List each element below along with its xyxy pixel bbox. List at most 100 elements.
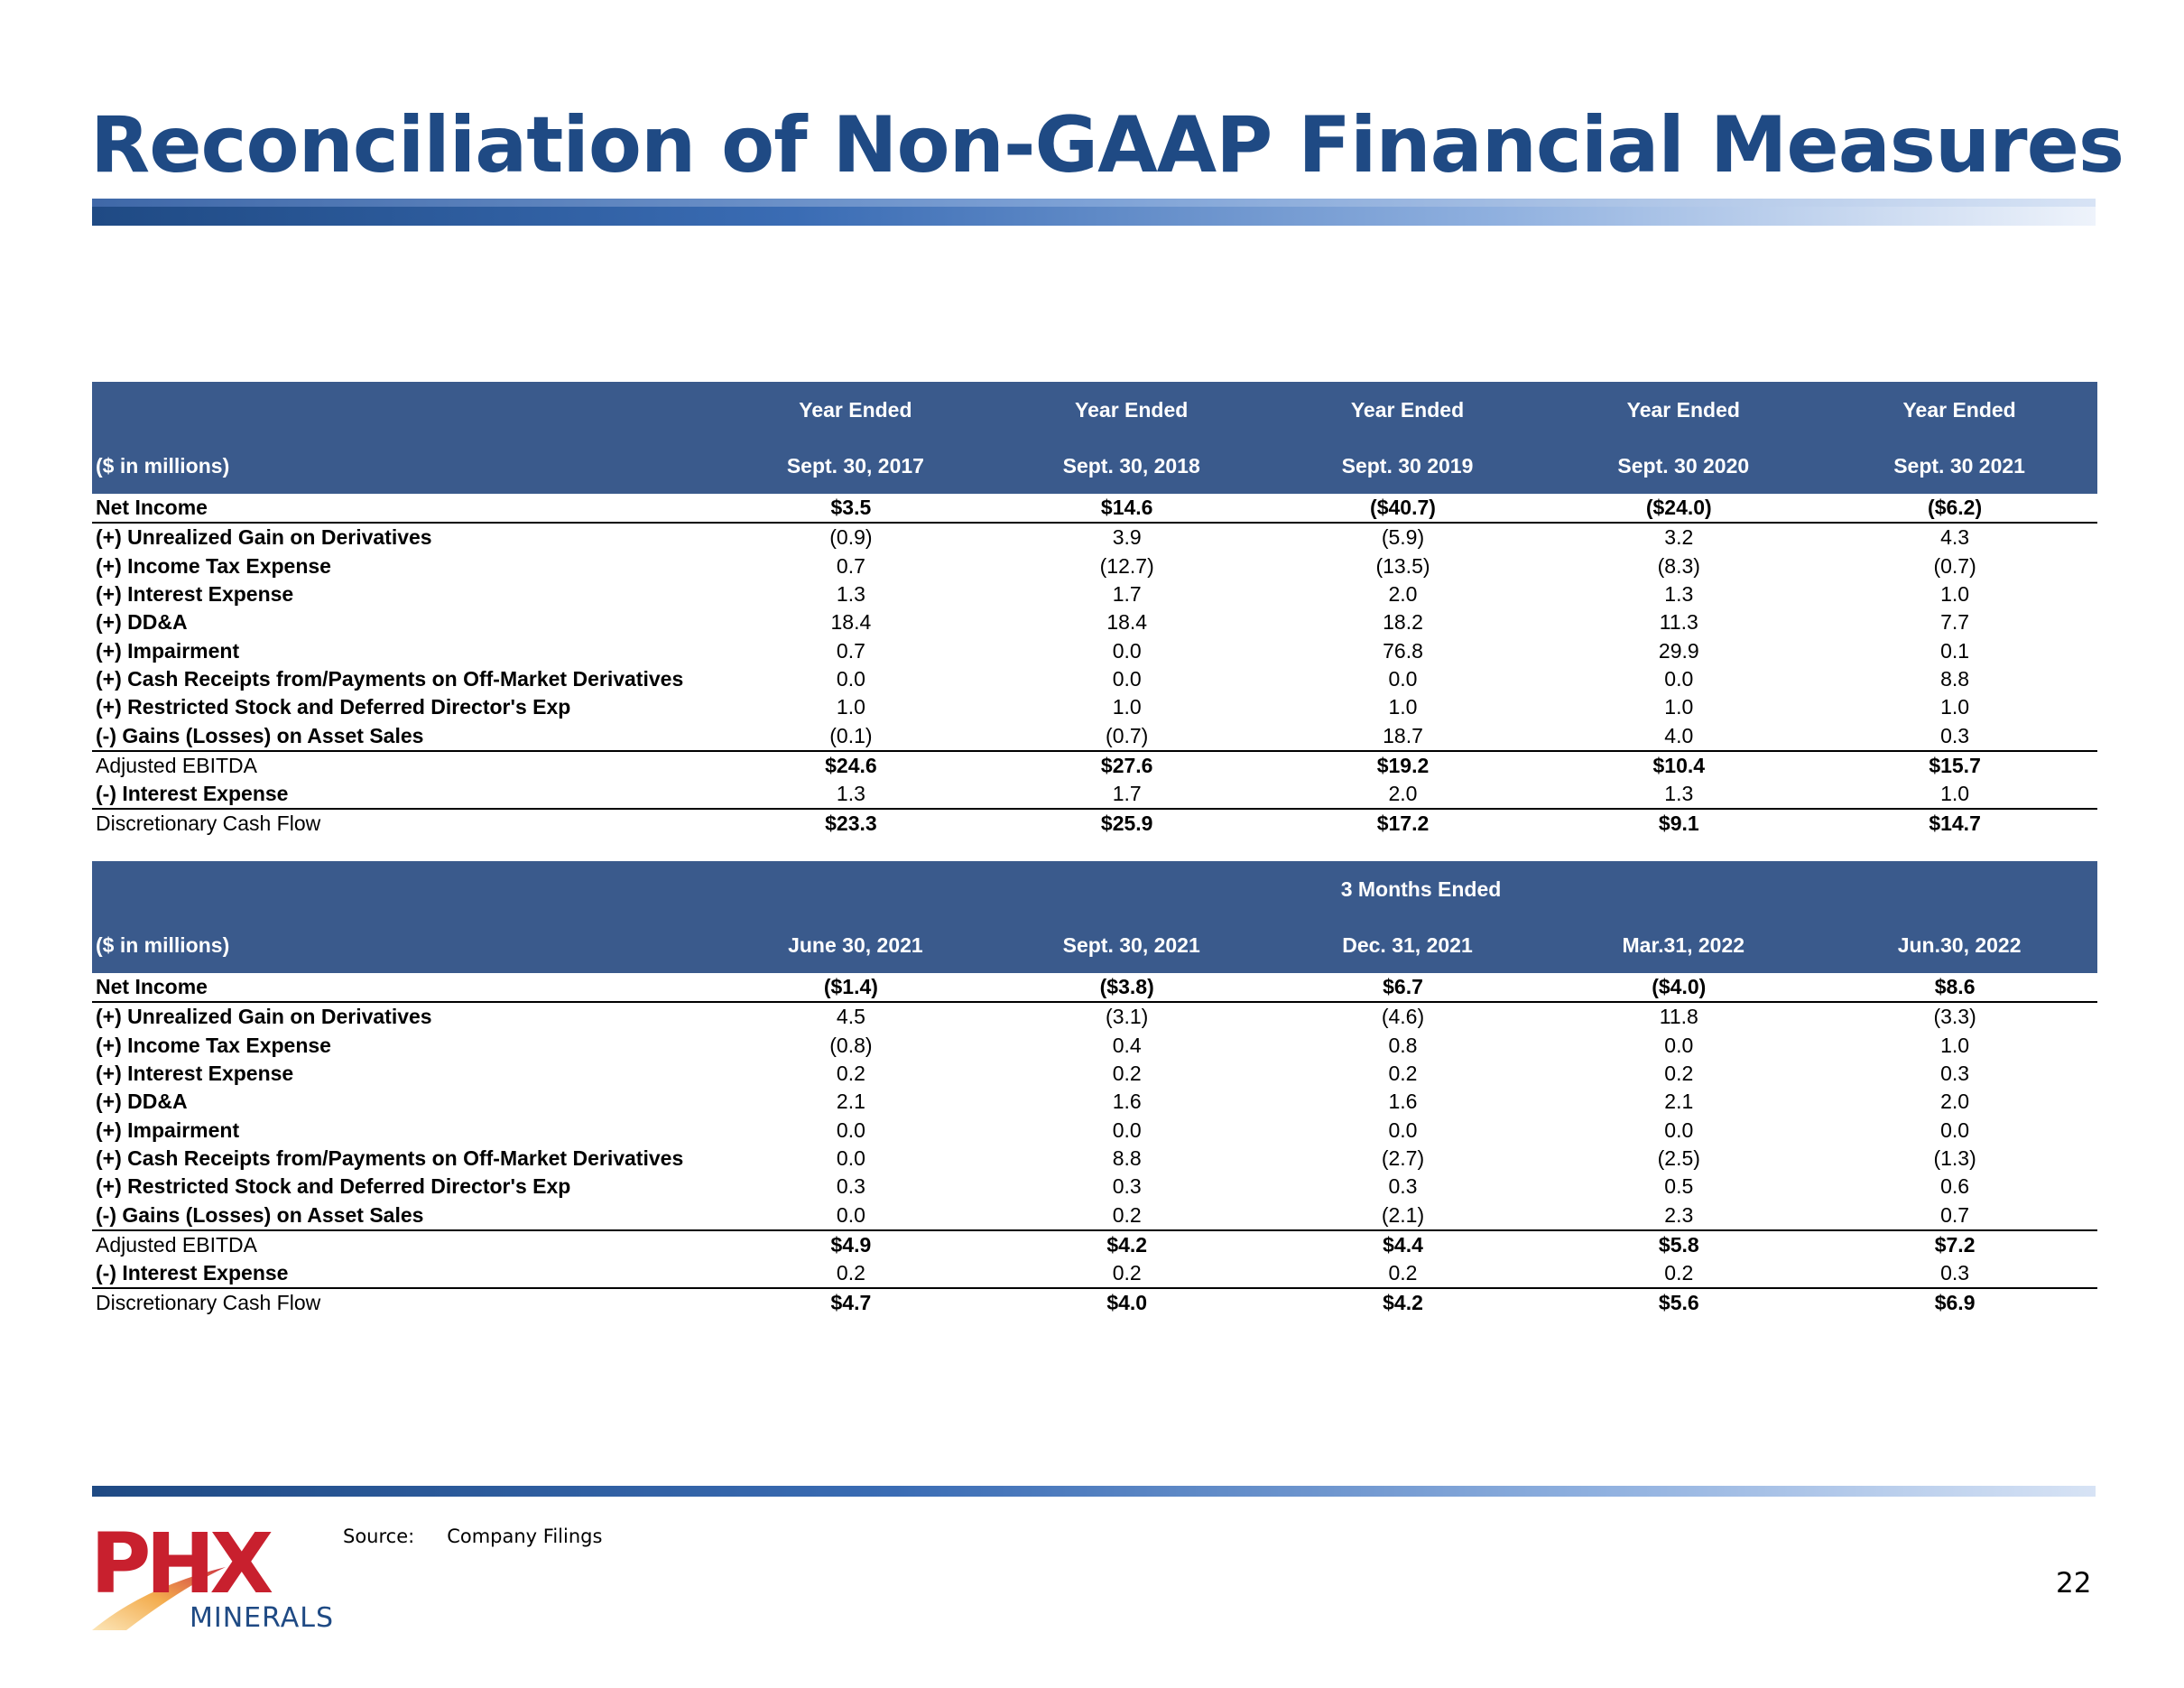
row-value: 0.2: [1664, 1062, 1694, 1086]
table-row: (+) Impairment 0.7 0.0 76.8 29.9 0.1: [92, 636, 2097, 664]
row-value: 1.0: [1388, 695, 1418, 719]
row-value: 0.0: [1112, 666, 1142, 691]
annual-reconciliation-table: Year Ended Year Ended Year Ended Year En…: [92, 382, 2097, 839]
row-value: 0.0: [836, 1118, 865, 1142]
row-value: 1.0: [1940, 582, 1970, 607]
row-label: (+) Unrealized Gain on Derivatives: [96, 525, 432, 550]
row-label: (+) DD&A: [96, 1090, 188, 1114]
row-label: (+) Restricted Stock and Deferred Direct…: [96, 695, 571, 719]
table-row: (+) Restricted Stock and Deferred Direct…: [92, 1173, 2097, 1201]
row-label: (+) Impairment: [96, 1118, 240, 1142]
row-value: ($4.0): [1545, 973, 1822, 1004]
unit-label: ($ in millions): [92, 917, 717, 973]
row-value: $3.5: [717, 494, 994, 524]
row-value: 1.3: [1664, 582, 1694, 607]
quarterly-reconciliation-table: 3 Months Ended ($ in millions) June 30, …: [92, 861, 2098, 1318]
row-label: (+) Restricted Stock and Deferred Direct…: [96, 1174, 571, 1199]
row-value: $19.2: [1269, 749, 1546, 780]
table-row: Discretionary Cash Flow $23.3 $25.9 $17.2 $9…: [92, 808, 2097, 839]
row-value: $6.9: [1821, 1287, 2098, 1318]
row-value: ($24.0): [1545, 494, 1822, 524]
row-value: 0.0: [836, 666, 865, 691]
row-value: 0.3: [836, 1174, 865, 1199]
row-value: 1.3: [836, 582, 865, 607]
row-value: 0.2: [836, 1062, 865, 1086]
row-value: $5.6: [1545, 1287, 1822, 1318]
column-header-date: Jun.30, 2022: [1821, 917, 2098, 973]
row-value: 7.7: [1940, 610, 1970, 635]
row-value: $24.6: [717, 749, 994, 780]
row-label: (+) Unrealized Gain on Derivatives: [96, 1005, 432, 1029]
row-value: $9.1: [1545, 808, 1822, 839]
row-value: 3.2: [1664, 525, 1694, 550]
column-header-date: Sept. 30 2019: [1269, 438, 1546, 494]
table-row: (-) Gains (Losses) on Asset Sales (0.1) (0…: [92, 721, 2097, 750]
row-value: 1.3: [836, 782, 865, 806]
row-value: $4.0: [993, 1287, 1270, 1318]
row-value: $4.2: [1269, 1287, 1546, 1318]
column-header-period: Year Ended: [1269, 382, 1546, 438]
row-label: (+) Interest Expense: [96, 582, 294, 607]
table-row: (+) Restricted Stock and Deferred Direct…: [92, 693, 2097, 721]
row-value: 0.3: [1388, 1174, 1418, 1199]
row-value: 0.0: [836, 1145, 865, 1170]
row-value: (1.3): [1933, 1145, 1976, 1170]
row-value: 0.3: [1112, 1174, 1142, 1199]
row-value: (0.9): [829, 525, 873, 550]
row-value: 0.7: [1940, 1202, 1970, 1227]
row-value: 0.7: [836, 638, 865, 663]
row-value: 0.0: [1940, 1118, 1970, 1142]
row-value: 0.5: [1664, 1174, 1694, 1199]
row-value: 0.3: [1940, 723, 1970, 747]
row-value: 2.1: [836, 1090, 865, 1114]
row-value: ($3.8): [993, 973, 1270, 1004]
row-value: 1.6: [1112, 1090, 1142, 1114]
row-label: (+) Interest Expense: [96, 1062, 294, 1086]
row-value: 18.7: [1383, 723, 1423, 747]
row-value: 0.0: [1664, 1033, 1694, 1057]
row-value: 0.2: [1112, 1062, 1142, 1086]
row-value: 0.0: [1388, 1118, 1418, 1142]
row-label: (-) Gains (Losses) on Asset Sales: [96, 1202, 424, 1227]
table-row: (+) DD&A 18.4 18.4 18.2 11.3 7.7: [92, 608, 2097, 636]
column-header-date: Sept. 30, 2018: [993, 438, 1270, 494]
row-value: $4.9: [717, 1229, 994, 1259]
row-value: 11.3: [1659, 610, 1698, 635]
column-header-date: Sept. 30 2021: [1821, 438, 2097, 494]
row-value: 2.0: [1388, 782, 1418, 806]
row-value: 1.0: [1664, 695, 1694, 719]
unit-label: ($ in millions): [92, 438, 717, 494]
row-value: 18.4: [830, 610, 872, 635]
row-value: (2.1): [1381, 1202, 1425, 1227]
row-value: 0.8: [1388, 1033, 1418, 1057]
row-value: 0.0: [1664, 1118, 1694, 1142]
row-value: (0.7): [1933, 553, 1976, 578]
row-value: (2.7): [1381, 1145, 1425, 1170]
row-value: 0.3: [1940, 1062, 1970, 1086]
row-value: (8.3): [1657, 553, 1700, 578]
column-header-date: June 30, 2021: [717, 917, 994, 973]
row-value: 0.0: [1388, 666, 1418, 691]
row-label: Net Income: [92, 973, 717, 1004]
row-value: $4.7: [717, 1287, 994, 1318]
row-value: 0.2: [1388, 1062, 1418, 1086]
row-value: (3.3): [1933, 1005, 1976, 1029]
header-blank: [92, 861, 717, 917]
row-value: 1.3: [1664, 782, 1694, 806]
row-value: 2.3: [1664, 1202, 1694, 1227]
row-value: 8.8: [1112, 1145, 1142, 1170]
row-label: (+) Income Tax Expense: [96, 1033, 331, 1057]
row-value: ($40.7): [1269, 494, 1546, 524]
row-value: $17.2: [1269, 808, 1546, 839]
row-value: (12.7): [1099, 553, 1154, 578]
row-label: Discretionary Cash Flow: [92, 808, 717, 839]
row-label: (+) Cash Receipts from/Payments on Off-M…: [96, 1145, 684, 1170]
table-row: (+) DD&A 2.1 1.6 1.6 2.1 2.0: [92, 1088, 2097, 1116]
row-value: (2.5): [1657, 1145, 1700, 1170]
row-value: 0.4: [1112, 1033, 1142, 1057]
footer-bar: [92, 1486, 2096, 1497]
table-row: (+) Unrealized Gain on Derivatives (0.9) 3…: [92, 523, 2097, 552]
row-value: $15.7: [1821, 749, 2097, 780]
column-header-date: Dec. 31, 2021: [1269, 917, 1546, 973]
column-header-date: Sept. 30, 2021: [993, 917, 1270, 973]
